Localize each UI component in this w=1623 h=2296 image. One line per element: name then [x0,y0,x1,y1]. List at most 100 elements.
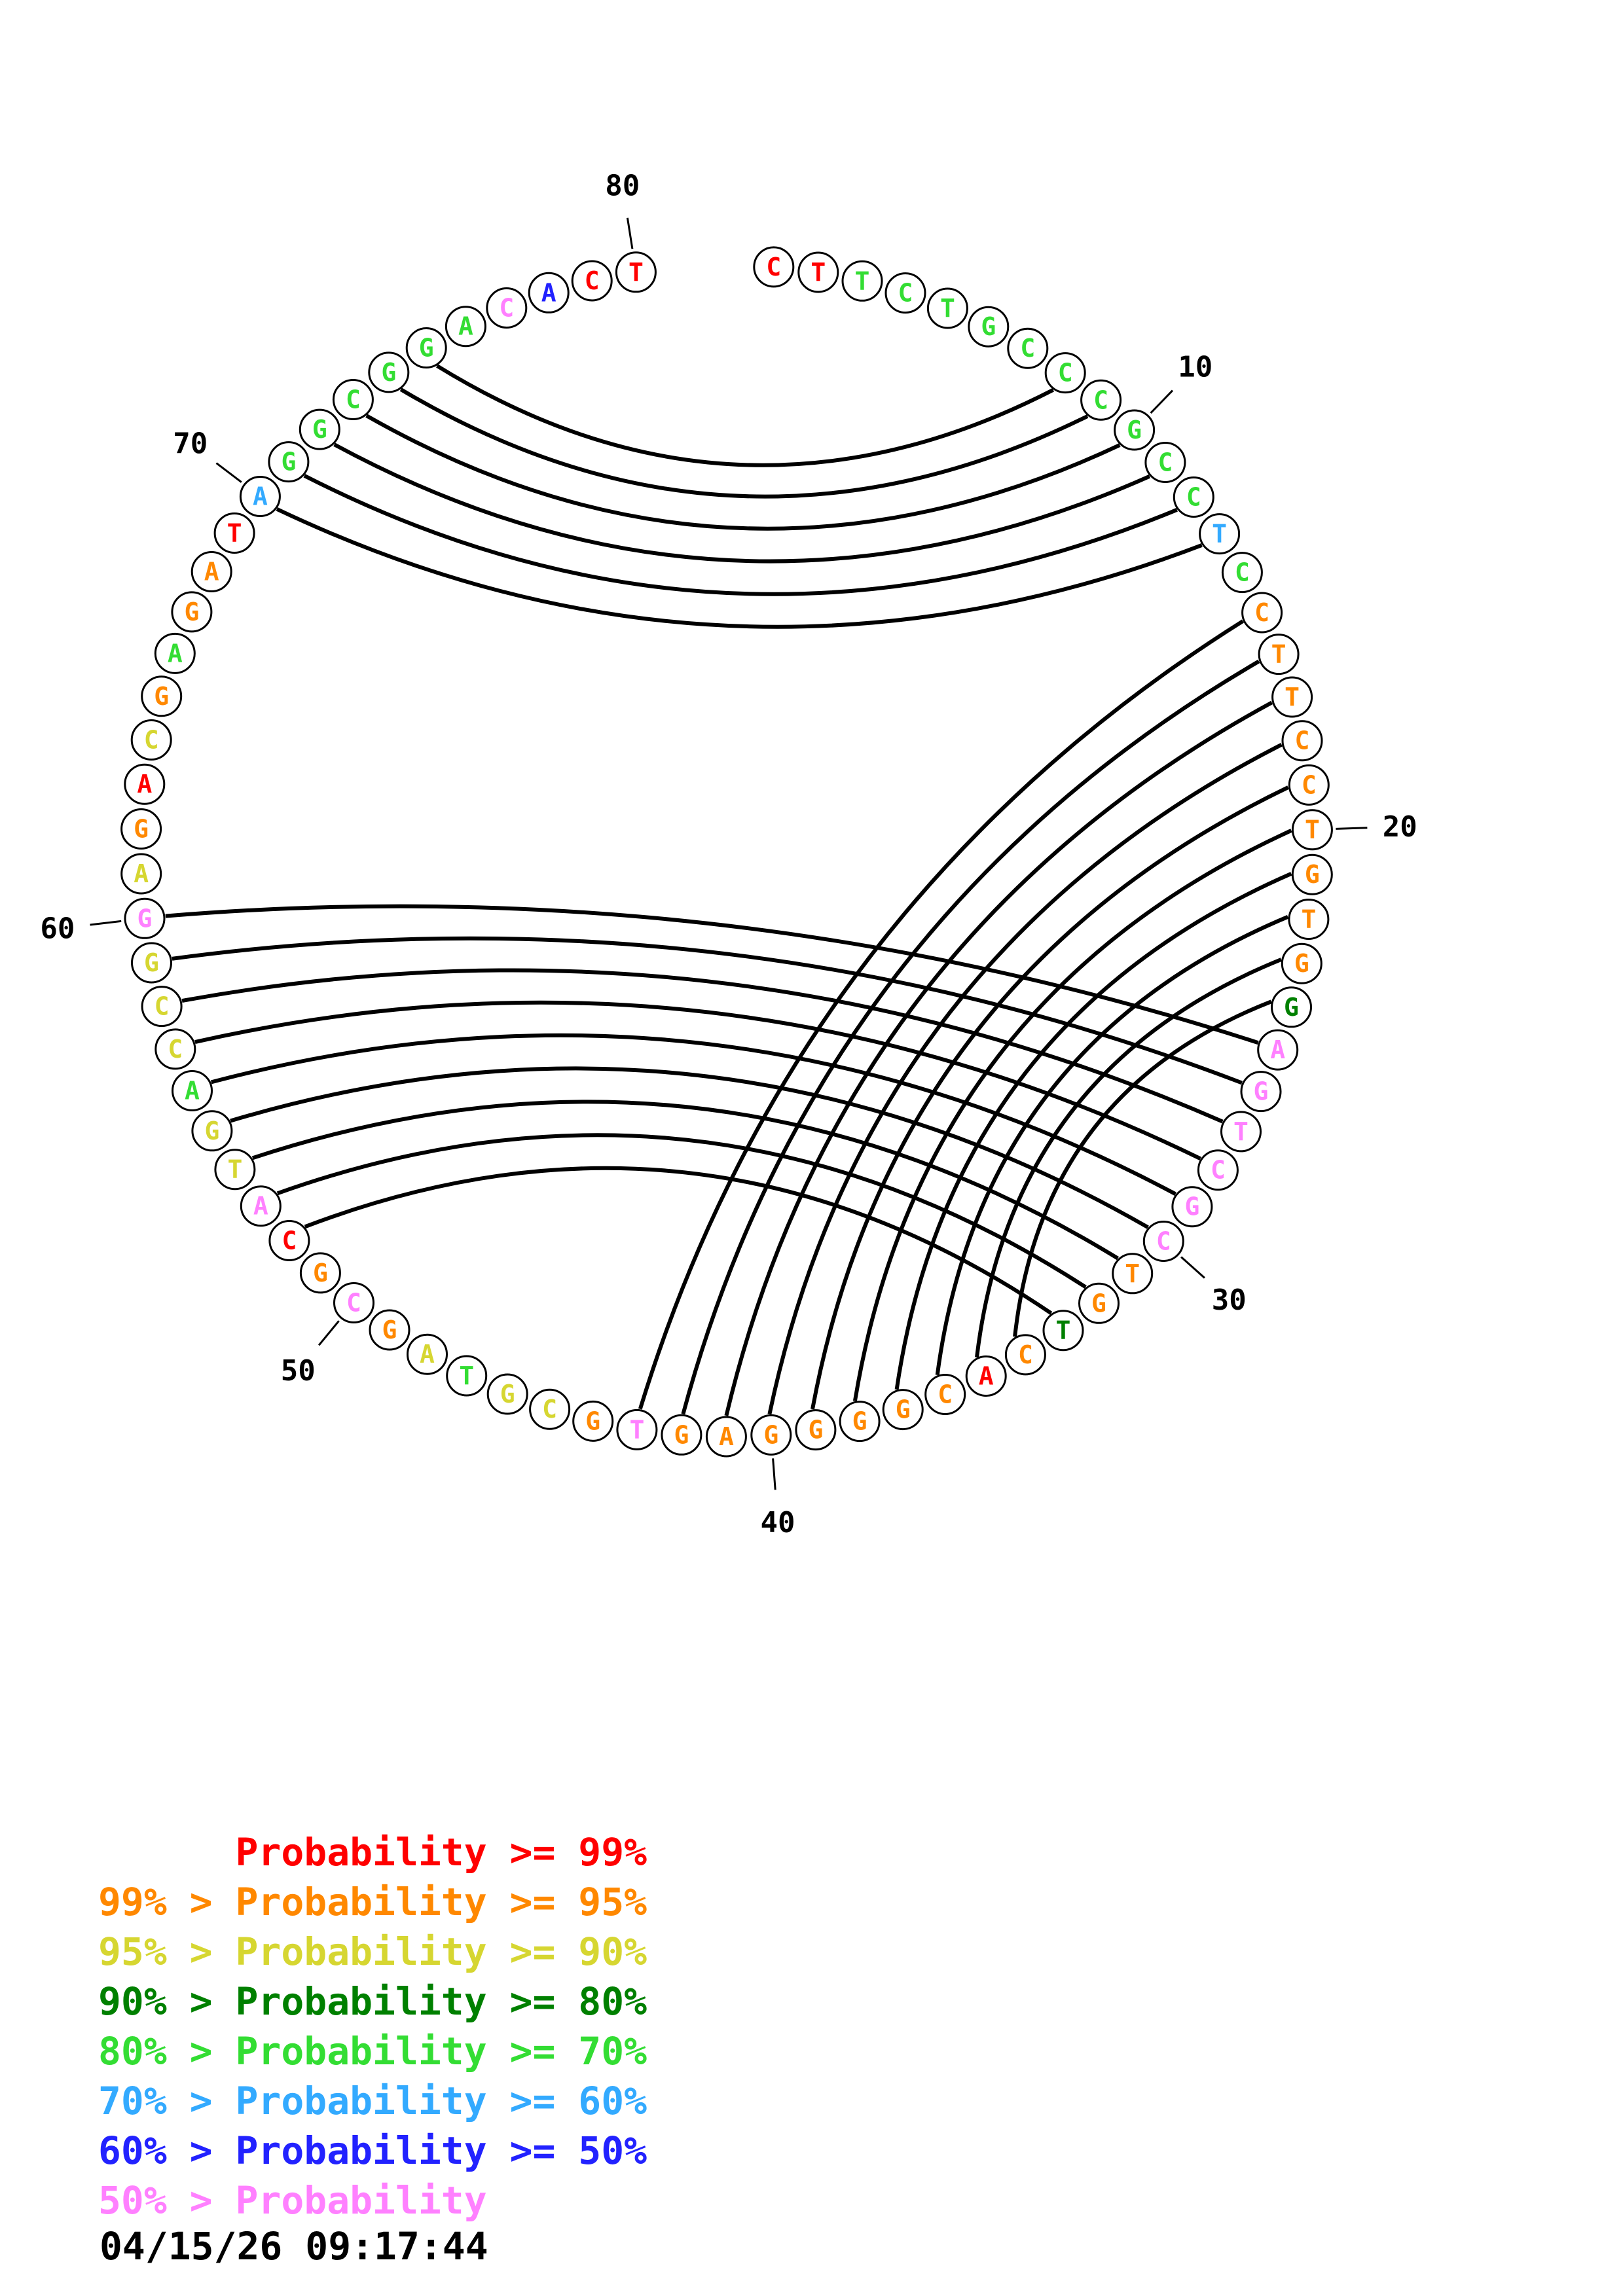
nucleotide-ring [1007,327,1049,369]
nucleotide-ring [268,1220,310,1261]
position-tick [1336,827,1368,830]
nucleotide-base: A [541,278,556,307]
nucleotide-ring [1271,676,1313,718]
nucleotide-base: G [134,815,149,844]
nucleotide-base: C [1302,770,1317,799]
position-label: 40 [761,1506,795,1539]
legend-line: Probability >= 99% [98,1830,647,1874]
nucleotide-ring [1291,853,1333,895]
basepair-arc [436,364,1055,467]
nucleotide-base: C [144,726,159,755]
probability-legend: Probability >= 99% 99% > Probability >= 9… [98,1827,647,2225]
nucleotide-base: C [282,1227,297,1255]
nucleotide-ring [1199,513,1241,555]
nucleotide-ring [191,1110,233,1152]
nucleotide-ring [486,287,528,329]
nucleotide-base: A [204,558,219,586]
nucleotide-ring [705,1416,747,1458]
basepair-arc [767,743,1283,1415]
nucleotide-ring [446,1355,488,1397]
nucleotide-base: A [1270,1035,1285,1064]
nucleotide-ring [299,408,340,450]
nucleotide-ring [1271,986,1312,1028]
nucleotide-base: G [312,415,327,444]
nucleotide-ring [1288,764,1330,806]
nucleotide-ring [239,476,281,517]
nucleotide-base: G [313,1259,328,1287]
position-label: 80 [605,169,640,202]
nucleotide-base: T [227,519,242,548]
position-tick [90,920,122,926]
nucleotide-ring [1221,552,1263,594]
position-label: 50 [281,1354,316,1388]
nucleotide-base: C [542,1395,557,1424]
nucleotide-ring [1288,899,1330,940]
nucleotide-ring [299,1252,341,1294]
nucleotide-base: T [1301,905,1316,934]
position-label: 70 [173,427,208,460]
position-label: 10 [1178,351,1213,384]
basepair-arc [935,915,1289,1376]
nucleotide-base: G [419,334,434,363]
nucleotide-ring [141,986,183,1028]
nucleotide-base: G [382,1316,397,1344]
basepair-arc [681,659,1260,1415]
nucleotide-base: G [184,598,199,626]
legend-line: 70% > Probability >= 60% [98,2079,647,2123]
legend-line: 60% > Probability >= 50% [98,2128,647,2173]
nucleotide-base: T [1125,1259,1140,1288]
position-label: 20 [1383,810,1417,844]
nucleotide-ring [1078,1282,1120,1324]
position-tick [318,1320,340,1346]
nucleotide-base: T [1212,520,1227,548]
nucleotide-ring [141,675,183,717]
timestamp: 04/15/26 09:17:44 [100,2224,488,2269]
nucleotide-ring [1112,1253,1154,1295]
nucleotide-ring [839,1401,881,1443]
nucleotide-ring [368,351,410,393]
nucleotide-base: T [855,266,870,295]
position-tick [626,217,634,249]
nucleotide-ring [486,1373,528,1415]
nucleotide-ring [1241,592,1283,634]
nucleotide-base: G [763,1420,778,1449]
basepair-arc [724,700,1273,1416]
basepair-arc [276,1133,1087,1289]
nucleotide-base: G [204,1117,219,1145]
nucleotide-ring [968,306,1010,348]
nucleotide-base: A [253,1192,268,1221]
position-tick [215,462,242,483]
nucleotide-base: C [1186,483,1201,512]
basepair-arc [1013,999,1272,1337]
nucleotide-ring [369,1309,410,1351]
position-tick [1180,1256,1205,1279]
legend-line: 90% > Probability >= 80% [98,1979,647,2024]
basepair-arc [172,936,1243,1085]
nucleotide-ring [1257,1029,1299,1071]
basepair-arc [894,872,1292,1390]
nucleotide-base: G [500,1380,515,1408]
basepair-arc [181,968,1224,1124]
nucleotide-base: C [938,1380,953,1409]
nucleotide-base: C [346,1289,361,1318]
nucleotide-base: G [981,312,996,341]
nucleotide-base: A [719,1422,734,1451]
basepair-arc [276,507,1203,629]
nucleotide-ring [1173,476,1214,518]
nucleotide-base: G [1294,949,1309,978]
nucleotide-base: A [185,1077,200,1105]
legend-line: 95% > Probability >= 90% [98,1929,647,1974]
nucleotide-ring [1197,1149,1239,1191]
nucleotide-ring [268,441,310,483]
nucleotide-base: G [1184,1193,1199,1221]
nucleotide-base: C [1093,386,1108,414]
basepair-arc [230,1066,1149,1229]
nucleotide-ring [750,1414,792,1456]
nucleotide-ring [1080,379,1122,421]
nucleotide-base: A [458,312,473,341]
nucleotide-ring [841,260,883,302]
nucleotide-ring [753,246,795,288]
nucleotide-base: C [168,1035,183,1064]
basepair-arc [852,829,1292,1401]
basepair-arc [210,1033,1176,1196]
